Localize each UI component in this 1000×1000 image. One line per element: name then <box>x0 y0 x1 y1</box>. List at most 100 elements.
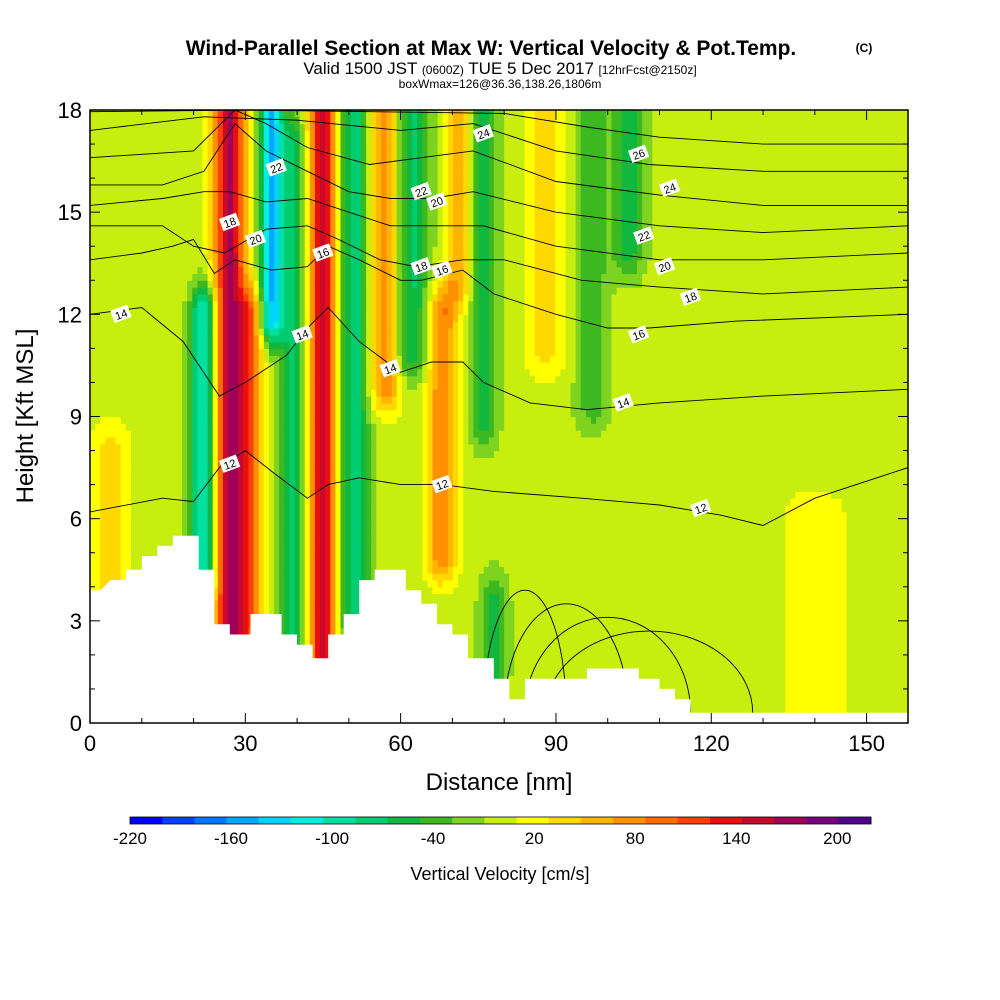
velocity-cell <box>166 130 173 138</box>
velocity-cell <box>156 443 163 452</box>
velocity-cell <box>284 348 290 356</box>
velocity-cell <box>141 348 147 356</box>
velocity-cell <box>222 470 229 479</box>
velocity-cell <box>130 552 137 561</box>
velocity-cell <box>115 498 122 506</box>
velocity-cell <box>192 266 198 275</box>
velocity-cell <box>166 416 173 424</box>
velocity-cell <box>100 300 106 309</box>
velocity-cell <box>330 334 336 343</box>
velocity-cell <box>125 552 132 561</box>
velocity-cell <box>243 477 250 486</box>
velocity-cell <box>238 396 244 404</box>
velocity-cell <box>253 559 260 567</box>
velocity-cell <box>171 402 178 411</box>
velocity-cell <box>279 545 285 554</box>
velocity-cell <box>120 246 127 254</box>
velocity-cell <box>90 348 96 356</box>
velocity-cell <box>320 634 326 642</box>
velocity-cell <box>125 287 132 295</box>
velocity-cell <box>125 116 132 125</box>
velocity-cell <box>258 341 265 349</box>
velocity-cell <box>105 532 112 540</box>
velocity-cell <box>263 253 270 261</box>
velocity-cell <box>176 477 183 486</box>
velocity-cell <box>90 382 96 390</box>
velocity-cell <box>161 137 168 145</box>
velocity-cell <box>248 559 255 567</box>
velocity-cell <box>325 464 331 472</box>
velocity-cell <box>182 110 188 118</box>
velocity-cell <box>366 545 372 554</box>
velocity-cell <box>340 327 347 336</box>
velocity-cell <box>166 409 173 418</box>
velocity-cell <box>335 627 342 636</box>
velocity-cell <box>238 266 244 275</box>
velocity-cell <box>314 110 321 118</box>
velocity-cell <box>263 110 270 118</box>
velocity-cell <box>350 300 357 309</box>
velocity-cell <box>146 443 152 452</box>
velocity-cell <box>320 287 326 295</box>
velocity-cell <box>141 164 147 172</box>
velocity-cell <box>222 191 229 200</box>
velocity-cell <box>253 184 260 193</box>
velocity-cell <box>141 518 147 527</box>
velocity-cell <box>202 498 209 506</box>
velocity-cell <box>350 600 357 608</box>
velocity-cell <box>335 443 342 452</box>
velocity-cell <box>243 171 250 179</box>
velocity-cell <box>95 157 101 166</box>
velocity-cell <box>366 259 372 268</box>
velocity-cell <box>366 382 372 390</box>
velocity-cell <box>350 164 357 172</box>
velocity-cell <box>171 362 178 370</box>
velocity-cell <box>233 157 239 166</box>
velocity-cell <box>182 355 188 363</box>
velocity-cell <box>320 423 326 431</box>
velocity-cell <box>212 246 219 254</box>
velocity-cell <box>268 416 275 424</box>
velocity-cell <box>95 532 101 540</box>
velocity-cell <box>100 123 106 132</box>
velocity-cell <box>187 443 193 452</box>
velocity-cell <box>222 614 229 622</box>
velocity-cell <box>197 259 204 268</box>
velocity-cell <box>197 205 204 213</box>
velocity-cell <box>350 123 357 132</box>
velocity-cell <box>340 198 347 206</box>
velocity-cell <box>330 464 336 472</box>
velocity-cell <box>309 164 316 172</box>
velocity-cell <box>217 396 224 404</box>
velocity-cell <box>304 532 311 540</box>
velocity-cell <box>187 130 193 138</box>
velocity-cell <box>100 266 106 275</box>
velocity-cell <box>330 573 336 581</box>
velocity-cell <box>325 171 331 179</box>
velocity-cell <box>289 150 296 159</box>
velocity-cell <box>217 341 224 349</box>
velocity-cell <box>350 253 357 261</box>
velocity-cell <box>136 205 142 213</box>
velocity-cell <box>309 300 316 309</box>
velocity-cell <box>197 232 204 241</box>
velocity-cell <box>268 144 275 152</box>
velocity-cell <box>125 239 132 247</box>
velocity-cell <box>151 157 158 166</box>
velocity-cell <box>166 518 173 527</box>
velocity-cell <box>243 532 250 540</box>
velocity-cell <box>366 110 372 118</box>
velocity-cell <box>253 539 260 547</box>
velocity-cell <box>263 593 270 601</box>
velocity-cell <box>340 375 347 384</box>
velocity-cell <box>268 457 275 465</box>
velocity-cell <box>207 273 214 281</box>
velocity-cell <box>176 484 183 493</box>
velocity-cell <box>243 620 250 629</box>
velocity-cell <box>345 484 352 493</box>
velocity-cell <box>355 171 362 179</box>
velocity-cell <box>141 545 147 554</box>
velocity-cell <box>90 436 96 445</box>
velocity-cell <box>217 191 224 200</box>
velocity-cell <box>360 144 367 152</box>
